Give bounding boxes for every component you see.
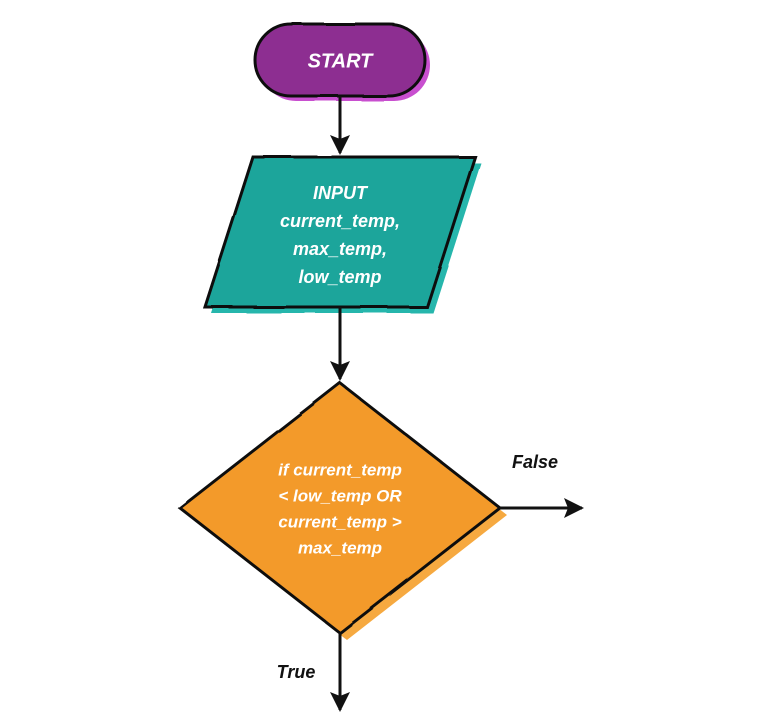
input-line-0: INPUT: [313, 183, 369, 203]
input-node: [205, 157, 481, 313]
edge-true-label: True: [277, 662, 316, 682]
decision-line-2: current_temp >: [278, 512, 401, 531]
input-line-3: low_temp: [298, 267, 381, 287]
edge-false-label: False: [512, 452, 558, 472]
decision-line-0: if current_temp: [278, 460, 402, 479]
decision-line-3: max_temp: [298, 538, 382, 557]
flowchart-canvas: START INPUT current_temp, max_temp, low_…: [0, 0, 768, 725]
input-line-1: current_temp,: [280, 211, 400, 231]
decision-line-1: < low_temp OR: [278, 486, 402, 505]
start-label: START: [308, 50, 375, 72]
input-line-2: max_temp,: [293, 239, 387, 259]
